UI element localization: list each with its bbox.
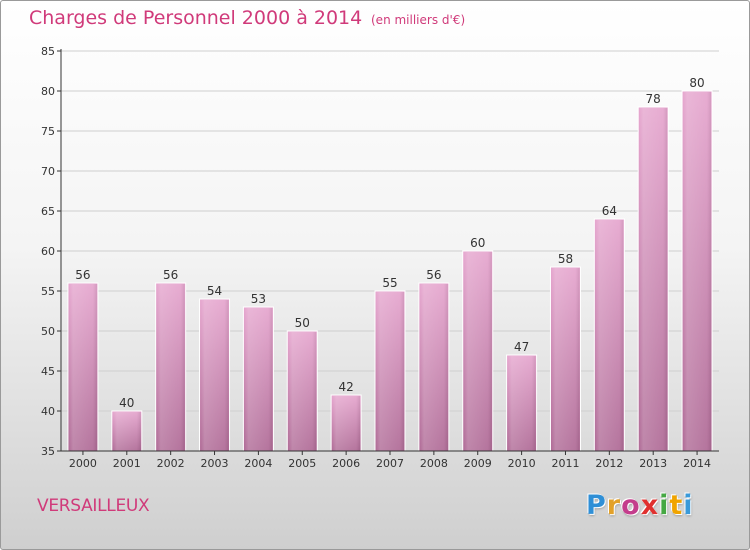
- y-tick-label: 65: [41, 205, 55, 218]
- y-tick-label: 45: [41, 365, 55, 378]
- data-label: 80: [689, 76, 704, 90]
- bar-sheen-2002: [156, 284, 185, 451]
- y-tick-label: 70: [41, 165, 55, 178]
- bars: [67, 90, 713, 452]
- logo-letter: o: [621, 490, 641, 521]
- y-tick-label: 75: [41, 125, 55, 138]
- x-tick-label: 2006: [332, 457, 360, 470]
- bar-sheen-2011: [551, 268, 580, 451]
- logo-letter: i: [659, 490, 670, 521]
- bar-sheen-2000: [68, 284, 97, 451]
- bar-sheen-2008: [419, 284, 448, 451]
- bar-sheen-2013: [639, 108, 668, 451]
- x-tick-label: 2004: [244, 457, 272, 470]
- y-tick-label: 55: [41, 285, 55, 298]
- bar-sheen-2004: [244, 308, 273, 451]
- data-label: 47: [514, 340, 529, 354]
- x-tick-label: 2012: [595, 457, 623, 470]
- x-tick-label: 2000: [69, 457, 97, 470]
- logo-letter: t: [669, 490, 684, 521]
- data-label: 50: [295, 316, 310, 330]
- logo-letter: P: [586, 490, 607, 521]
- bar-sheen-2003: [200, 300, 229, 451]
- logo-letter: r: [606, 490, 622, 521]
- data-label: 56: [426, 268, 441, 282]
- x-tick-label: 2013: [639, 457, 667, 470]
- y-tick-label: 60: [41, 245, 55, 258]
- bar-sheen-2007: [376, 292, 404, 451]
- data-label: 78: [646, 92, 661, 106]
- x-tick-label: 2008: [420, 457, 448, 470]
- y-tick-label: 40: [41, 405, 55, 418]
- x-tick-label: 2003: [201, 457, 229, 470]
- data-label: 40: [119, 396, 134, 410]
- data-label: 56: [75, 268, 90, 282]
- x-tick-label: 2009: [464, 457, 492, 470]
- y-tick-label: 35: [41, 445, 55, 458]
- y-tick-label: 80: [41, 85, 55, 98]
- logo-letter: i: [683, 490, 694, 521]
- chart-title: Charges de Personnel 2000 à 2014: [29, 7, 363, 29]
- bar-sheen-2014: [683, 92, 712, 451]
- data-label: 60: [470, 236, 485, 250]
- x-tick-label: 2005: [288, 457, 316, 470]
- x-tick-label: 2011: [551, 457, 579, 470]
- x-tick-label: 2001: [113, 457, 141, 470]
- axes: 35 40 45 50 55 60 65 70 75 80 85 2000 2001 2002 2003 20…: [41, 45, 719, 470]
- data-label: 54: [207, 284, 222, 298]
- data-labels: 56 40 56 54 53 50 42 55 56 60 47 58 64 78 80: [75, 76, 704, 410]
- x-tick-label: 2007: [376, 457, 404, 470]
- logo-letter: x: [640, 490, 660, 521]
- y-tick-label: 85: [41, 45, 55, 58]
- chart-subtitle: (en milliers d'€): [371, 13, 466, 27]
- proxiti-logo: Proxiti: [586, 490, 694, 521]
- data-label: 55: [382, 276, 397, 290]
- bar-sheen-2009: [463, 252, 492, 451]
- commune-name: VERSAILLEUX: [37, 496, 150, 516]
- bar-sheen-2010: [507, 356, 536, 451]
- bar-sheen-2005: [288, 332, 317, 451]
- data-label: 64: [602, 204, 617, 218]
- data-label: 53: [251, 292, 266, 306]
- bar-sheen-2001: [112, 412, 141, 451]
- data-label: 58: [558, 252, 573, 266]
- y-tick-label: 50: [41, 325, 55, 338]
- data-label: 42: [338, 380, 353, 394]
- bar-sheen-2012: [595, 220, 624, 451]
- data-label: 56: [163, 268, 178, 282]
- x-tick-label: 2002: [157, 457, 185, 470]
- bar-sheen-2006: [332, 396, 361, 451]
- x-tick-label: 2014: [683, 457, 711, 470]
- x-tick-label: 2010: [508, 457, 536, 470]
